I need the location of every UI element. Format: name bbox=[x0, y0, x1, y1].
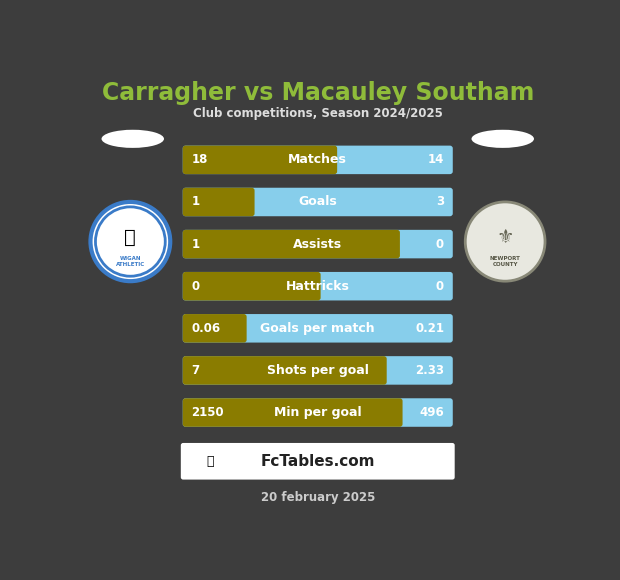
Text: Goals per match: Goals per match bbox=[260, 322, 375, 335]
FancyBboxPatch shape bbox=[183, 356, 387, 385]
Text: Carragher vs Macauley Southam: Carragher vs Macauley Southam bbox=[102, 81, 534, 105]
Text: Matches: Matches bbox=[288, 153, 347, 166]
Text: 3: 3 bbox=[436, 195, 444, 208]
Text: 2150: 2150 bbox=[192, 406, 224, 419]
Text: 1: 1 bbox=[192, 195, 200, 208]
Text: Club competitions, Season 2024/2025: Club competitions, Season 2024/2025 bbox=[193, 107, 443, 119]
Ellipse shape bbox=[91, 202, 170, 281]
FancyBboxPatch shape bbox=[183, 314, 453, 343]
FancyBboxPatch shape bbox=[183, 356, 453, 385]
Text: 14: 14 bbox=[428, 153, 444, 166]
Text: 0: 0 bbox=[436, 280, 444, 293]
Text: 0: 0 bbox=[436, 238, 444, 251]
Ellipse shape bbox=[465, 202, 545, 281]
Text: FcTables.com: FcTables.com bbox=[260, 454, 375, 469]
Text: Min per goal: Min per goal bbox=[274, 406, 361, 419]
Text: Goals: Goals bbox=[298, 195, 337, 208]
Text: WIGAN
ATHLETIC: WIGAN ATHLETIC bbox=[116, 256, 145, 267]
Text: 20 february 2025: 20 february 2025 bbox=[260, 491, 375, 503]
Text: 0.06: 0.06 bbox=[192, 322, 221, 335]
FancyBboxPatch shape bbox=[183, 146, 337, 174]
FancyBboxPatch shape bbox=[183, 314, 247, 343]
FancyBboxPatch shape bbox=[183, 272, 321, 300]
FancyBboxPatch shape bbox=[183, 146, 453, 174]
Ellipse shape bbox=[102, 130, 164, 148]
FancyBboxPatch shape bbox=[183, 398, 402, 427]
FancyBboxPatch shape bbox=[181, 443, 454, 480]
Text: 7: 7 bbox=[192, 364, 200, 377]
Text: 0: 0 bbox=[192, 280, 200, 293]
Text: 18: 18 bbox=[192, 153, 208, 166]
Text: NEWPORT
COUNTY: NEWPORT COUNTY bbox=[490, 256, 521, 267]
FancyBboxPatch shape bbox=[183, 188, 453, 216]
Text: ⚜: ⚜ bbox=[497, 227, 514, 246]
FancyBboxPatch shape bbox=[183, 398, 453, 427]
FancyBboxPatch shape bbox=[183, 272, 453, 300]
Text: 1: 1 bbox=[192, 238, 200, 251]
Text: Assists: Assists bbox=[293, 238, 342, 251]
Ellipse shape bbox=[471, 130, 534, 148]
Text: 2.33: 2.33 bbox=[415, 364, 444, 377]
FancyBboxPatch shape bbox=[183, 230, 453, 258]
FancyBboxPatch shape bbox=[183, 230, 400, 258]
FancyBboxPatch shape bbox=[183, 188, 255, 216]
Text: 🌳: 🌳 bbox=[125, 227, 136, 246]
Text: Hattricks: Hattricks bbox=[286, 280, 350, 293]
Text: 496: 496 bbox=[419, 406, 444, 419]
Text: 📊: 📊 bbox=[206, 455, 213, 467]
Text: 0.21: 0.21 bbox=[415, 322, 444, 335]
Text: Shots per goal: Shots per goal bbox=[267, 364, 369, 377]
